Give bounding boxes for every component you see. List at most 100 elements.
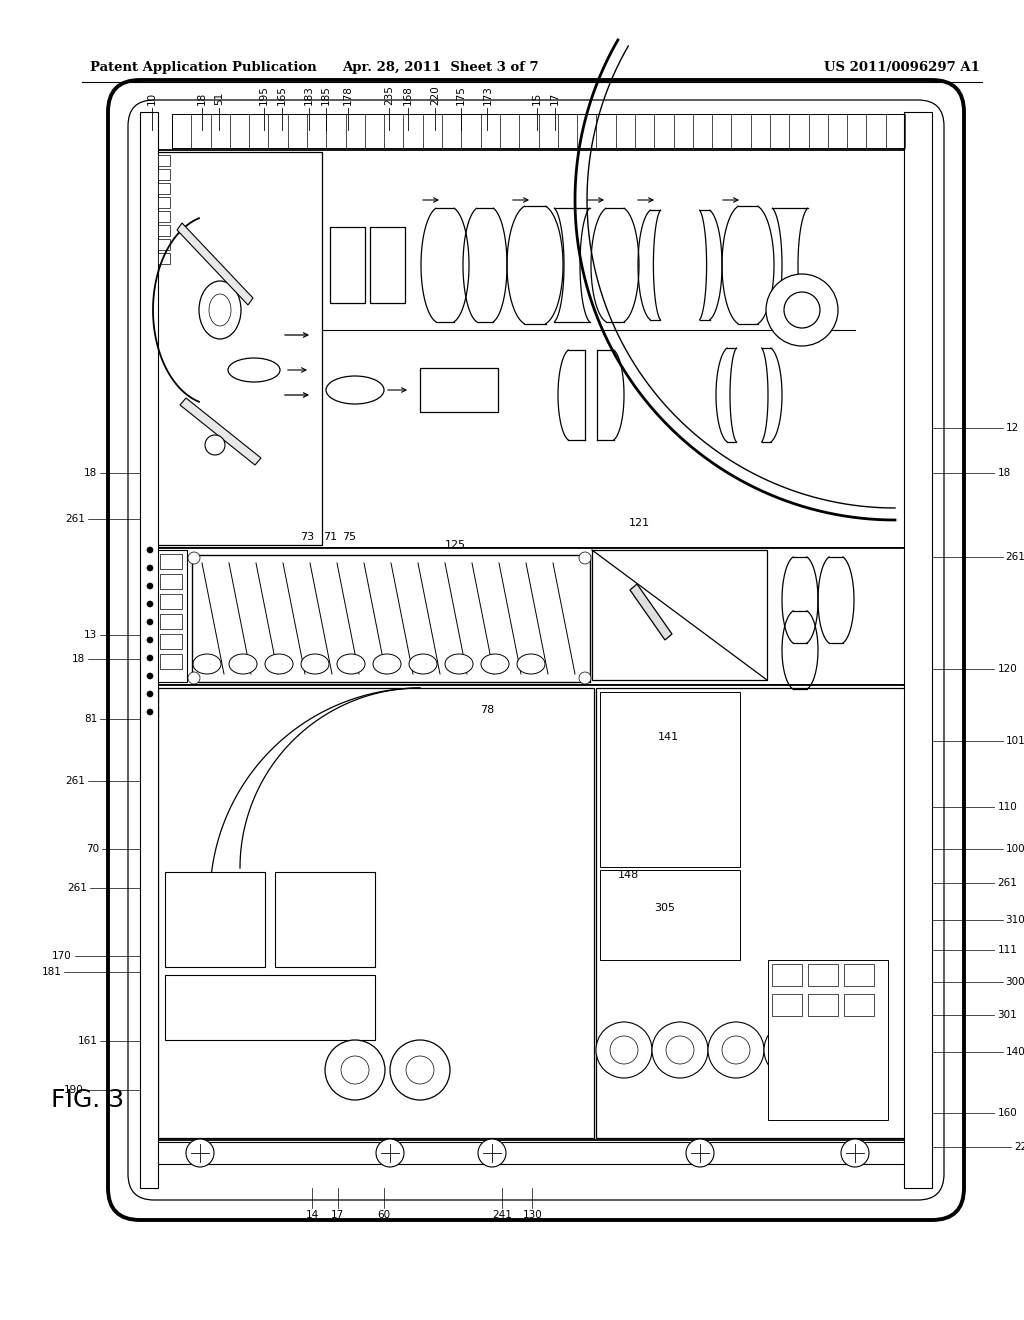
Bar (157, 550, 187, 682)
Bar (592, 550, 767, 680)
Text: 130: 130 (522, 1210, 543, 1220)
Circle shape (147, 619, 153, 624)
Text: 14: 14 (306, 1210, 318, 1220)
Text: Patent Application Publication: Patent Application Publication (90, 62, 316, 74)
Text: 78: 78 (480, 705, 495, 715)
Circle shape (188, 672, 200, 684)
Circle shape (610, 1036, 638, 1064)
Bar (768, 960, 888, 1119)
Text: 125: 125 (445, 540, 466, 550)
Text: 178: 178 (343, 84, 353, 106)
Text: 305: 305 (654, 903, 675, 913)
Text: 175: 175 (456, 84, 466, 106)
Bar (155, 150, 918, 548)
Text: 13: 13 (84, 630, 97, 640)
Bar (600, 692, 740, 867)
Circle shape (205, 436, 225, 455)
Bar (370, 227, 406, 304)
Text: 261: 261 (68, 883, 87, 894)
Circle shape (841, 1139, 869, 1167)
Text: 241: 241 (492, 1210, 512, 1220)
Ellipse shape (373, 653, 401, 675)
Text: 235: 235 (384, 84, 394, 106)
Circle shape (722, 1036, 750, 1064)
Ellipse shape (337, 653, 365, 675)
Bar (160, 614, 182, 630)
Text: 100: 100 (1006, 843, 1024, 854)
Text: 17: 17 (550, 92, 560, 106)
Circle shape (376, 1139, 404, 1167)
Text: 141: 141 (658, 731, 679, 742)
Text: 301: 301 (997, 1010, 1017, 1020)
Text: 18: 18 (997, 467, 1011, 478)
Text: 190: 190 (65, 1085, 84, 1096)
Text: 168: 168 (402, 84, 413, 106)
Bar (904, 112, 932, 1188)
Text: 15: 15 (531, 92, 542, 106)
Ellipse shape (517, 653, 545, 675)
Text: 173: 173 (482, 84, 493, 106)
FancyBboxPatch shape (108, 81, 964, 1220)
Text: 18: 18 (72, 653, 85, 664)
Ellipse shape (193, 653, 221, 675)
Ellipse shape (445, 653, 473, 675)
Bar (600, 870, 740, 960)
Circle shape (596, 1022, 652, 1078)
Text: 110: 110 (997, 801, 1017, 812)
Bar (844, 994, 874, 1016)
Text: 18: 18 (84, 467, 97, 478)
Bar (844, 964, 874, 986)
Bar (160, 594, 182, 609)
Bar (772, 964, 802, 986)
Text: Apr. 28, 2011  Sheet 3 of 7: Apr. 28, 2011 Sheet 3 of 7 (342, 62, 539, 74)
Circle shape (764, 1022, 820, 1078)
Text: 51: 51 (214, 92, 224, 106)
Text: 261: 261 (66, 776, 85, 787)
Bar (160, 653, 182, 669)
Text: 165: 165 (276, 84, 287, 106)
Ellipse shape (209, 294, 231, 326)
Bar (157, 1142, 918, 1164)
Text: 70: 70 (86, 843, 99, 854)
Bar (275, 873, 375, 968)
Bar (155, 685, 918, 1140)
Text: 195: 195 (259, 84, 269, 106)
Text: 181: 181 (42, 966, 61, 977)
Text: 161: 161 (78, 1036, 97, 1047)
Circle shape (390, 1040, 450, 1100)
Bar (596, 688, 916, 1138)
Polygon shape (177, 223, 253, 305)
Circle shape (325, 1040, 385, 1100)
Ellipse shape (326, 376, 384, 404)
Ellipse shape (481, 653, 509, 675)
Text: 160: 160 (997, 1107, 1017, 1118)
Bar (160, 574, 182, 589)
Bar (158, 211, 170, 222)
Bar (158, 253, 170, 264)
Bar (140, 112, 158, 1188)
Circle shape (186, 1139, 214, 1167)
Text: 148: 148 (618, 870, 639, 880)
Text: 310: 310 (1006, 915, 1024, 925)
Bar (165, 873, 265, 968)
Text: 300: 300 (1006, 977, 1024, 987)
Text: 121: 121 (629, 517, 649, 528)
Ellipse shape (301, 653, 329, 675)
Polygon shape (180, 399, 261, 465)
Text: 81: 81 (84, 714, 97, 725)
Ellipse shape (766, 275, 838, 346)
Text: 10: 10 (146, 92, 157, 106)
Circle shape (147, 601, 153, 607)
Text: 111: 111 (997, 945, 1017, 956)
Text: 220: 220 (430, 86, 440, 106)
Bar (158, 154, 170, 166)
Circle shape (147, 565, 153, 572)
Text: 71: 71 (323, 532, 337, 543)
Circle shape (778, 1036, 806, 1064)
Bar (772, 994, 802, 1016)
Bar (808, 964, 838, 986)
Ellipse shape (784, 292, 820, 327)
Circle shape (341, 1056, 369, 1084)
Text: 60: 60 (378, 1210, 390, 1220)
Text: 140: 140 (1006, 1047, 1024, 1057)
